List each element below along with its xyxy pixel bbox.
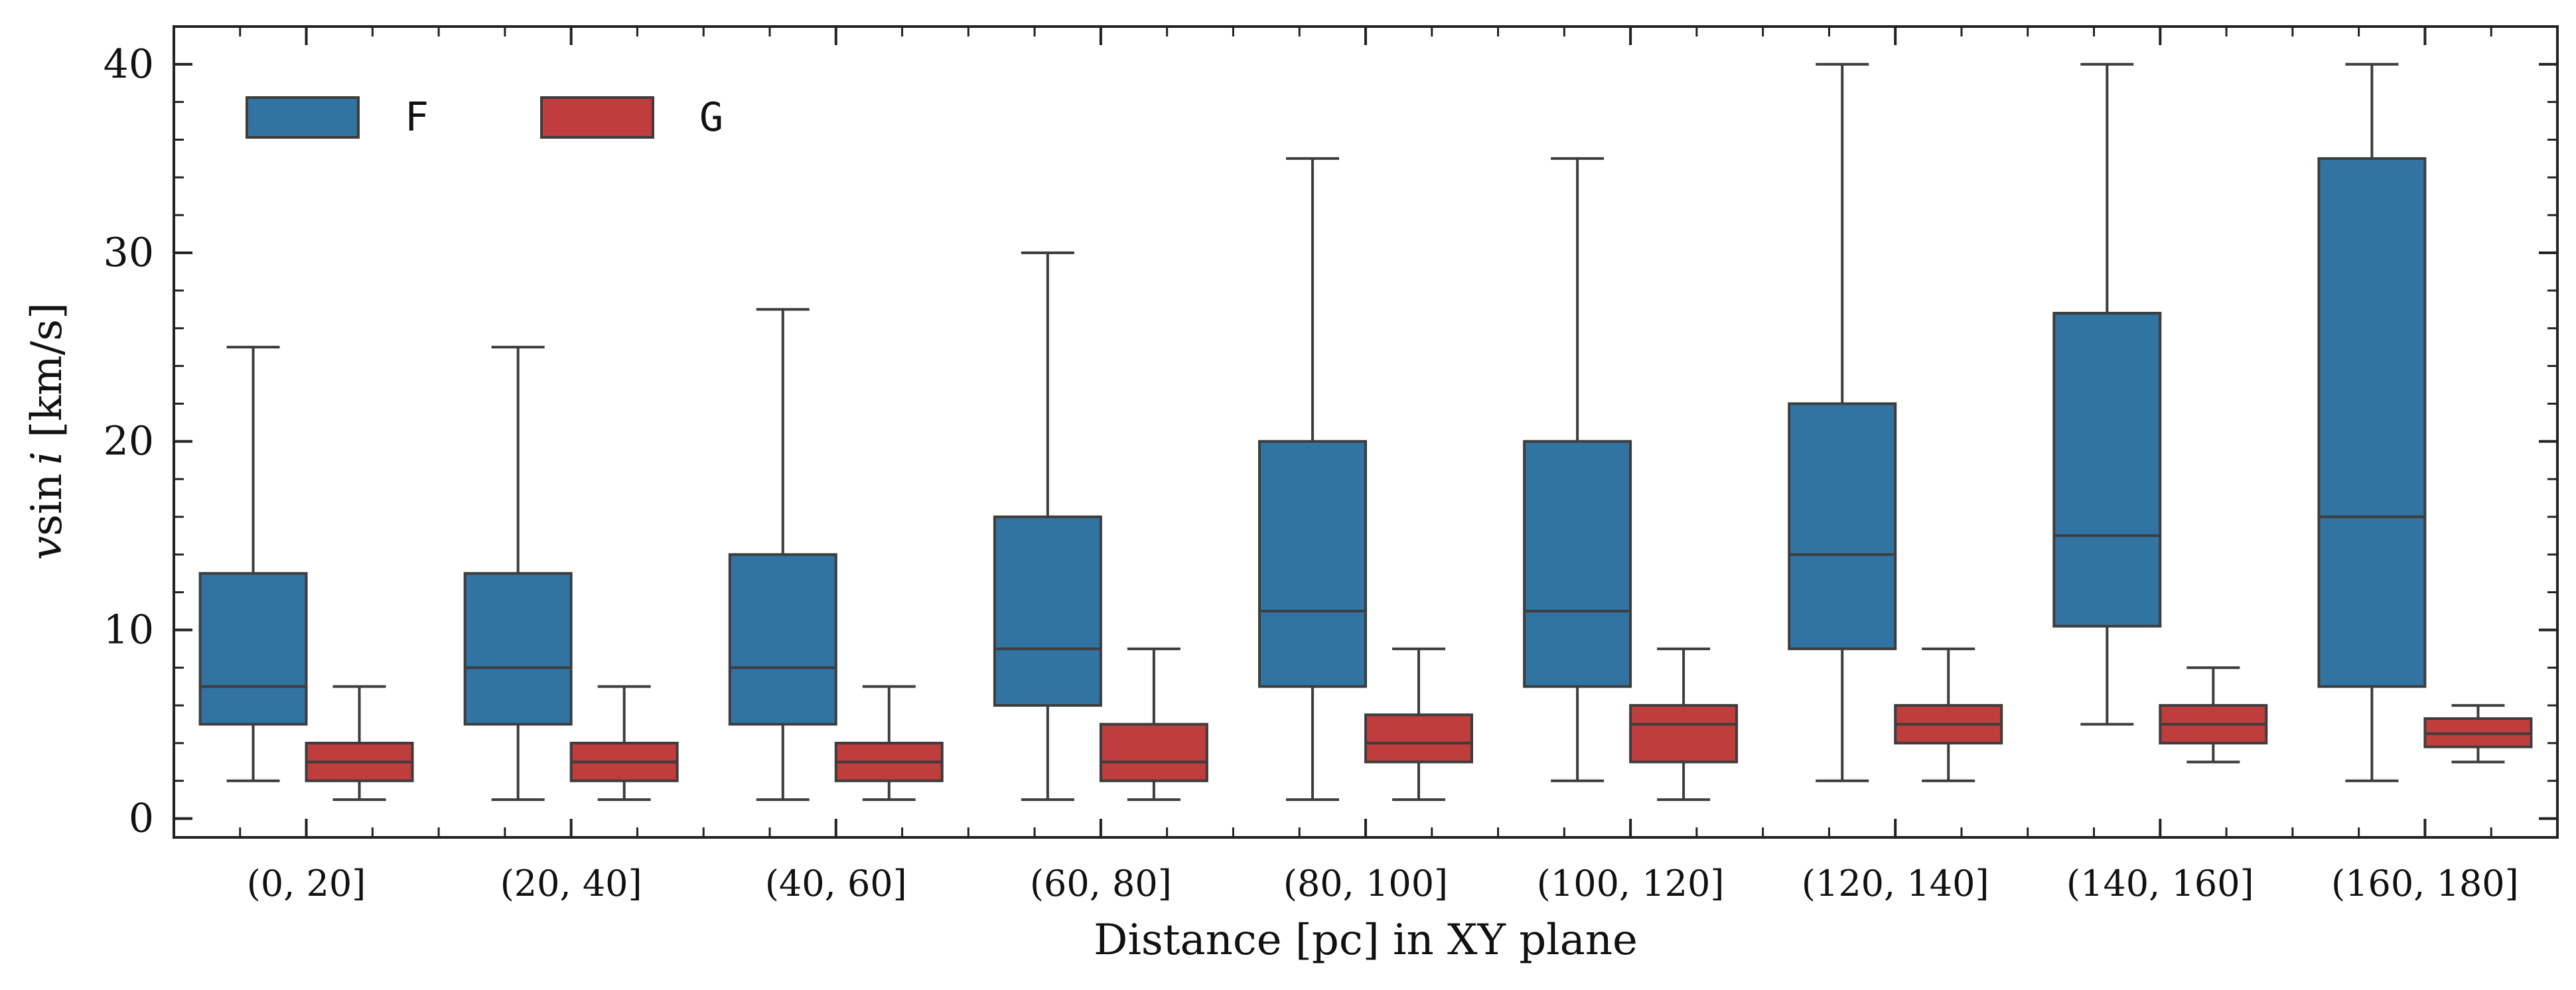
box-G-6	[1894, 647, 2003, 782]
x-tick-label: (0, 20]	[247, 863, 366, 904]
box-G-7	[2159, 666, 2268, 764]
box-iqr	[1364, 713, 1473, 764]
x-tick-label: (140, 160]	[2066, 863, 2254, 904]
box-iqr	[1523, 440, 1632, 688]
x-tick-label: (120, 140]	[1802, 863, 1989, 904]
box-F-5	[1523, 157, 1632, 782]
box-G-1	[569, 685, 679, 802]
legend-label-G: G	[699, 94, 723, 141]
box-iqr	[1099, 723, 1208, 782]
box-F-2	[728, 308, 837, 802]
box-iqr	[993, 515, 1102, 707]
x-tick-label: (80, 100]	[1283, 863, 1448, 904]
y-axis-title-part: [km/s]	[23, 303, 72, 451]
box-F-6	[1788, 62, 1897, 782]
box-G-0	[305, 685, 414, 802]
y-tick-label: 10	[104, 606, 154, 653]
box-iqr	[198, 572, 308, 726]
x-tick-label: (40, 60]	[765, 863, 907, 904]
box-F-8	[2317, 62, 2427, 782]
box-F-3	[993, 251, 1102, 802]
box-iqr	[463, 572, 573, 726]
legend-label-F: F	[405, 94, 429, 141]
x-tick-label: (20, 40]	[500, 863, 642, 904]
y-axis-title-part: sin	[23, 465, 72, 536]
y-axis-ticks: 0 10 20 30 40	[104, 41, 2557, 842]
x-tick-label: (160, 180]	[2331, 863, 2519, 904]
box-G-3	[1099, 647, 1208, 802]
box-F-4	[1258, 157, 1367, 802]
x-axis-ticks: (0, 20] (20, 40] (40, 60] (60, 80] (80, 100]…	[173, 27, 2559, 904]
box-G-8	[2423, 704, 2533, 764]
y-tick-label: 20	[104, 418, 154, 464]
legend-swatch-F	[246, 96, 360, 139]
box-iqr	[2052, 311, 2162, 628]
y-tick-label: 40	[104, 41, 154, 88]
box-F-0	[198, 346, 308, 782]
x-tick-label: (100, 120]	[1537, 863, 1725, 904]
box-iqr	[1629, 704, 1739, 764]
y-tick-label: 30	[104, 230, 154, 276]
box-iqr	[2317, 157, 2427, 688]
y-axis-title-part: v	[23, 536, 72, 560]
box-iqr	[1788, 402, 1897, 650]
box-iqr	[1258, 440, 1367, 688]
x-axis-title: Distance [pc] in XY plane	[1094, 916, 1638, 965]
box-iqr	[728, 553, 837, 726]
box-G-2	[834, 685, 944, 802]
box-G-4	[1364, 647, 1473, 802]
y-axis-title-part: i	[23, 451, 72, 464]
box-series	[198, 62, 2533, 802]
legend-swatch-G	[540, 96, 654, 139]
y-axis-title: vsin i [km/s]	[23, 303, 72, 560]
y-tick-label: 0	[129, 796, 154, 842]
box-G-5	[1629, 647, 1739, 802]
x-tick-label: (60, 80]	[1030, 863, 1172, 904]
box-F-1	[463, 346, 573, 802]
box-F-7	[2052, 62, 2162, 726]
